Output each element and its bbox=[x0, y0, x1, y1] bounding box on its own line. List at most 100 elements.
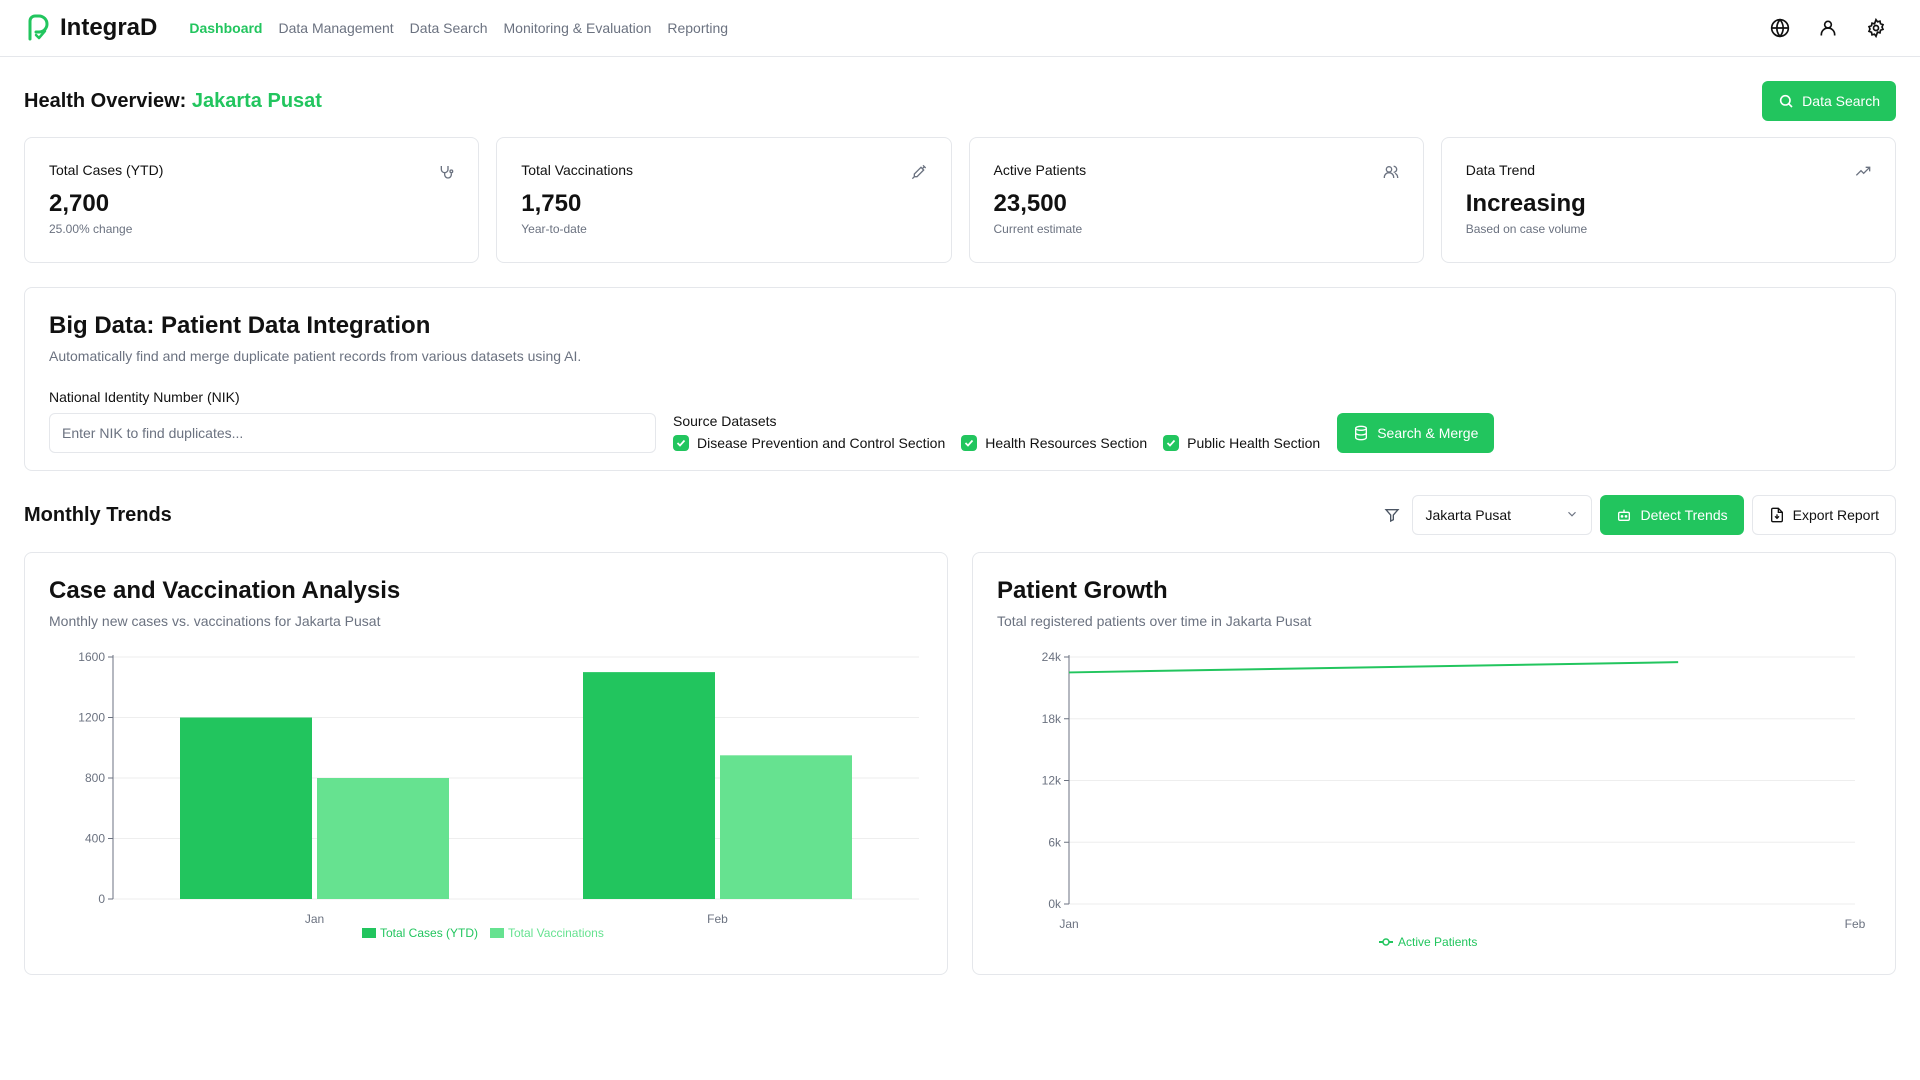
stat-card-data-trend: Data Trend Increasing Based on case volu… bbox=[1440, 137, 1896, 263]
source-datasets-label: Source Datasets bbox=[673, 413, 777, 429]
nav-item-reporting[interactable]: Reporting bbox=[667, 20, 729, 36]
page-title-prefix: Health Overview: bbox=[24, 89, 187, 112]
dataset-label: Disease Prevention and Control Section bbox=[697, 435, 946, 451]
dataset-label: Public Health Section bbox=[1187, 435, 1321, 451]
nav-item-data-search[interactable]: Data Search bbox=[409, 20, 488, 36]
settings-icon[interactable] bbox=[1864, 16, 1888, 40]
y-tick-label: 400 bbox=[85, 832, 105, 846]
stat-card-total-cases: Total Cases (YTD) 2,700 25.00% change bbox=[24, 137, 480, 263]
stat-label: Total Vaccinations bbox=[521, 162, 634, 178]
chart-subtitle: Monthly new cases vs. vaccinations for J… bbox=[49, 613, 381, 629]
search-icon bbox=[1780, 94, 1793, 108]
dataset-checkbox-public-health[interactable]: Public Health Section bbox=[1163, 435, 1320, 451]
database-icon bbox=[1355, 425, 1368, 441]
chevron-down-icon bbox=[1565, 507, 1579, 524]
stat-value: 1,750 bbox=[521, 190, 582, 217]
nik-field-group: National Identity Number (NIK) bbox=[49, 389, 656, 453]
monthly-trends-title: Monthly Trends bbox=[24, 503, 172, 526]
data-search-button-label: Data Search bbox=[1802, 93, 1880, 109]
patient-growth-chart-card: 0k 6k 12k 18k 24k Jan Feb Active Patients Patie… bbox=[972, 552, 1896, 975]
search-merge-button[interactable]: Search & Merge bbox=[1337, 413, 1495, 453]
nav-item-dashboard[interactable]: Dashboard bbox=[189, 20, 263, 36]
export-report-button[interactable]: Export Report bbox=[1751, 495, 1896, 535]
legend-swatch bbox=[362, 928, 376, 938]
stat-label: Active Patients bbox=[993, 162, 1087, 178]
y-tick-label: 800 bbox=[85, 771, 105, 785]
stat-sub: Year-to-date bbox=[521, 222, 587, 236]
nik-input[interactable] bbox=[49, 413, 656, 453]
legend-label: Active Patients bbox=[1398, 935, 1477, 949]
trending-up-icon bbox=[1855, 164, 1871, 180]
dataset-checkbox-list: Disease Prevention and Control Section H… bbox=[673, 433, 1320, 453]
y-tick-label: 0 bbox=[98, 892, 105, 906]
x-tick-label: Jan bbox=[305, 912, 324, 926]
monthly-trends-header: Monthly Trends Jakarta Pusat Detect Tren… bbox=[24, 494, 1896, 536]
stat-label: Total Cases (YTD) bbox=[49, 162, 164, 178]
nav-item-monitoring-evaluation[interactable]: Monitoring & Evaluation bbox=[503, 20, 652, 36]
file-download-icon bbox=[1770, 507, 1783, 523]
stat-value: 23,500 bbox=[993, 190, 1067, 217]
user-icon[interactable] bbox=[1816, 16, 1840, 40]
source-datasets-group: Source Datasets Disease Prevention and C… bbox=[673, 413, 1320, 453]
y-tick-label: 6k bbox=[1048, 835, 1062, 849]
dataset-label: Health Resources Section bbox=[985, 435, 1148, 451]
panel-description: Automatically find and merge duplicate p… bbox=[49, 348, 582, 364]
syringe-icon bbox=[911, 164, 927, 180]
data-search-button[interactable]: Data Search bbox=[1762, 81, 1896, 121]
y-tick-label: 0k bbox=[1048, 897, 1062, 911]
bot-icon bbox=[1618, 509, 1631, 521]
case-vaccination-chart-card: 0 400 800 1200 1600 Jan Feb Total Cases (YTD) To… bbox=[24, 552, 948, 975]
stat-card-active-patients: Active Patients 23,500 Current estimate bbox=[968, 137, 1424, 263]
y-tick-label: 1200 bbox=[78, 711, 105, 725]
checkbox-checked-icon[interactable] bbox=[961, 435, 978, 451]
nav-item-data-management[interactable]: Data Management bbox=[278, 20, 394, 36]
chart-title: Patient Growth bbox=[997, 577, 1168, 604]
stat-label: Data Trend bbox=[1465, 162, 1536, 178]
bar-feb-0 bbox=[583, 672, 715, 899]
line-chart: 0k 6k 12k 18k 24k Jan Feb Active Patients bbox=[1042, 650, 1866, 949]
filter-icon bbox=[1382, 505, 1402, 525]
bar-jan-1 bbox=[317, 778, 449, 899]
top-navbar: IntegraD Dashboard Data Management Data … bbox=[0, 0, 1920, 57]
detect-trends-label: Detect Trends bbox=[1640, 507, 1728, 523]
y-tick-label: 12k bbox=[1042, 774, 1062, 788]
legend-label: Total Vaccinations bbox=[508, 926, 604, 940]
stat-value: 2,700 bbox=[49, 190, 110, 217]
panel-title: Big Data: Patient Data Integration bbox=[49, 312, 431, 339]
nik-label: National Identity Number (NIK) bbox=[49, 389, 240, 405]
bar-chart: 0 400 800 1200 1600 Jan Feb Total Cases (YTD) To… bbox=[78, 650, 919, 940]
stat-sub: Current estimate bbox=[993, 222, 1083, 236]
chart-subtitle: Total registered patients over time in J… bbox=[997, 613, 1312, 629]
stat-sub: Based on case volume bbox=[1465, 222, 1588, 236]
region-select-value: Jakarta Pusat bbox=[1425, 507, 1512, 523]
export-report-label: Export Report bbox=[1792, 507, 1879, 523]
page-title-region: Jakarta Pusat bbox=[191, 89, 322, 112]
x-tick-label: Jan bbox=[1059, 917, 1078, 931]
stat-value: Increasing bbox=[1465, 190, 1586, 217]
page-header: Health Overview: Jakarta Pusat Data Sear… bbox=[24, 81, 1896, 121]
globe-icon[interactable] bbox=[1768, 16, 1792, 40]
patient-integration-panel: Big Data: Patient Data Integration Autom… bbox=[24, 287, 1896, 471]
bar-feb-1 bbox=[720, 755, 852, 899]
app-name: IntegraD bbox=[60, 14, 158, 41]
x-tick-label: Feb bbox=[707, 912, 728, 926]
detect-trends-button[interactable]: Detect Trends bbox=[1600, 495, 1744, 535]
users-icon bbox=[1383, 164, 1399, 180]
y-tick-label: 1600 bbox=[78, 650, 105, 664]
main-nav: Dashboard Data Management Data Search Mo… bbox=[189, 20, 728, 36]
y-tick-label: 24k bbox=[1042, 650, 1062, 664]
integration-form: National Identity Number (NIK) Source Da… bbox=[49, 389, 1871, 453]
line-series-active-patients bbox=[1068, 661, 1679, 674]
dataset-checkbox-health-resources[interactable]: Health Resources Section bbox=[961, 435, 1147, 451]
chart-title: Case and Vaccination Analysis bbox=[49, 577, 401, 604]
logo-icon bbox=[24, 13, 54, 43]
top-icons bbox=[1768, 16, 1896, 40]
page-title: Health Overview: Jakarta Pusat bbox=[24, 90, 322, 113]
stat-card-total-vaccinations: Total Vaccinations 1,750 Year-to-date bbox=[496, 137, 952, 263]
dataset-checkbox-disease-prevention[interactable]: Disease Prevention and Control Section bbox=[673, 435, 945, 451]
legend-swatch bbox=[490, 928, 504, 938]
app-logo[interactable]: IntegraD bbox=[24, 13, 157, 43]
checkbox-checked-icon[interactable] bbox=[673, 435, 689, 451]
checkbox-checked-icon[interactable] bbox=[1163, 435, 1180, 451]
region-select[interactable]: Jakarta Pusat bbox=[1412, 495, 1593, 535]
